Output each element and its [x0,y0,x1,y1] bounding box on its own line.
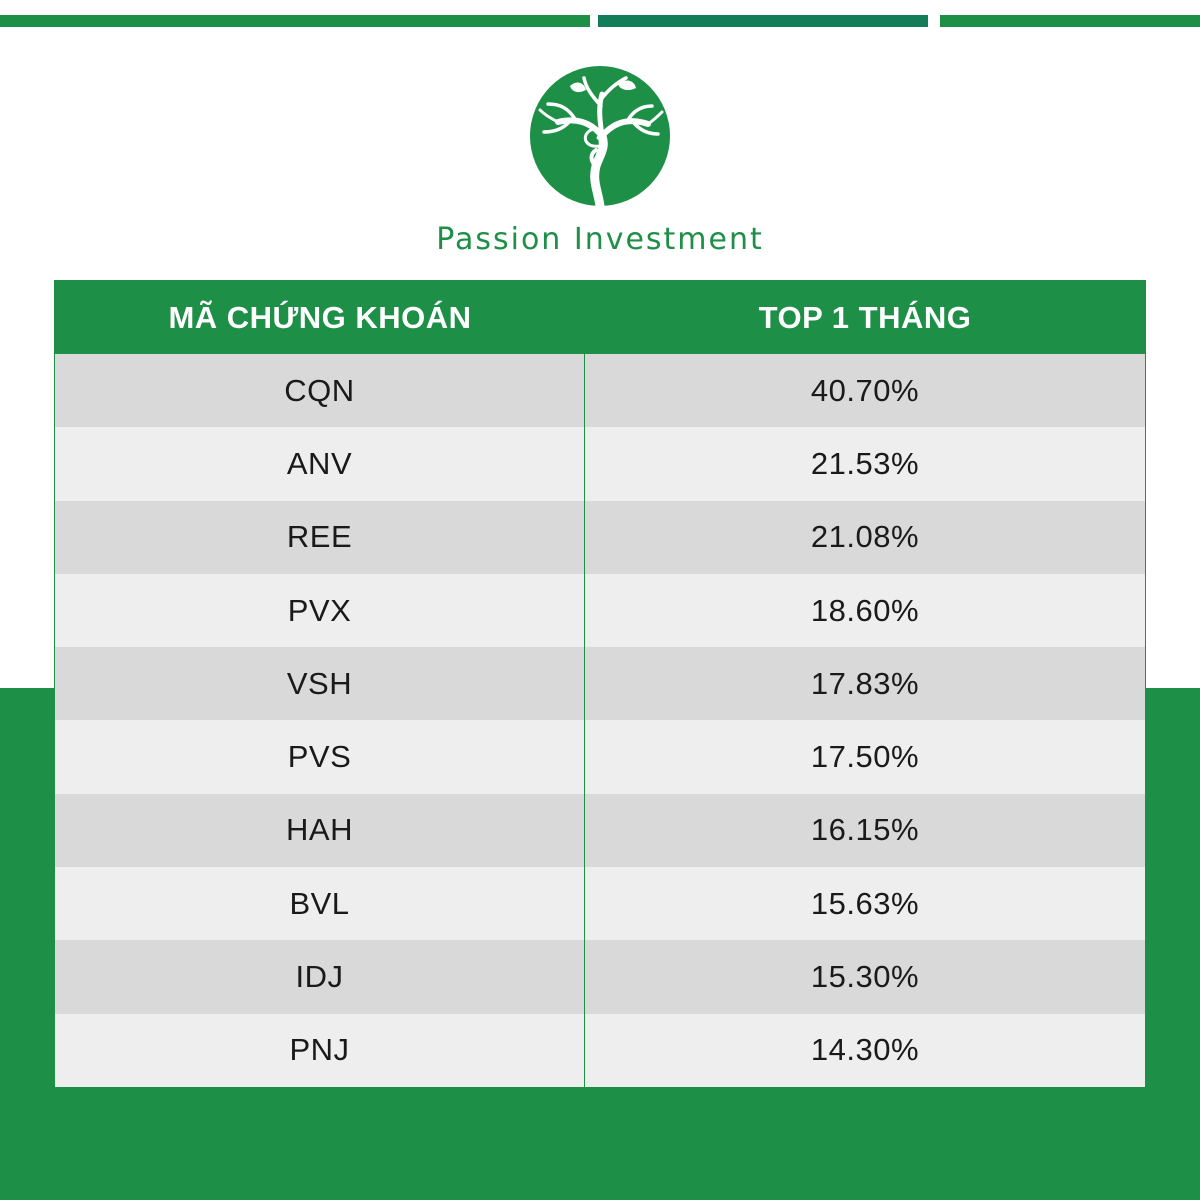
return-value-cell: 21.08% [810,519,920,555]
table-row: CQN 40.70% [55,354,1145,428]
stock-code-cell: PVX [55,573,585,648]
stock-table: MÃ CHỨNG KHOÁN TOP 1 THÁNG CQN 40.70% AN… [54,280,1146,1088]
return-value-cell: 17.83% [810,665,920,701]
tree-logo-icon [530,66,670,206]
table-row: PNJ 14.30% [55,1013,1145,1087]
stock-code-cell: HAH [55,793,585,868]
header-stock-code: MÃ CHỨNG KHOÁN [168,299,472,335]
table-row: HAH 16.15% [55,793,1145,868]
table-row: ANV 21.53% [55,427,1145,501]
table-row: VSH 17.83% [55,647,1145,721]
table-header-row: MÃ CHỨNG KHOÁN TOP 1 THÁNG [55,281,1145,354]
stock-code-cell: REE [55,500,585,574]
stock-code-cell: VSH [55,647,585,721]
top-accent-bar-left [0,15,590,27]
top-accent-bar-right [940,15,1200,27]
stock-code-cell: ANV [55,427,585,501]
stock-code-cell: BVL [55,867,585,941]
stock-code-cell: IDJ [55,940,585,1014]
table-row: PVX 18.60% [55,573,1145,648]
header-top-1-month: TOP 1 THÁNG [758,299,972,335]
return-value-cell: 40.70% [810,372,920,408]
return-value-cell: 15.30% [810,959,920,995]
return-value-cell: 14.30% [810,1032,920,1068]
return-value-cell: 16.15% [810,812,920,848]
table-row: PVS 17.50% [55,720,1145,794]
return-value-cell: 18.60% [810,592,920,628]
return-value-cell: 17.50% [810,739,920,775]
brand-name: Passion Investment [436,222,764,257]
table-row: IDJ 15.30% [55,940,1145,1014]
return-value-cell: 21.53% [810,445,920,481]
table-row: BVL 15.63% [55,867,1145,941]
stock-code-cell: PVS [55,720,585,794]
table-row: REE 21.08% [55,500,1145,574]
stock-code-cell: CQN [55,354,585,428]
return-value-cell: 15.63% [810,885,920,921]
top-accent-bar-middle [598,15,928,27]
stock-code-cell: PNJ [55,1013,585,1087]
